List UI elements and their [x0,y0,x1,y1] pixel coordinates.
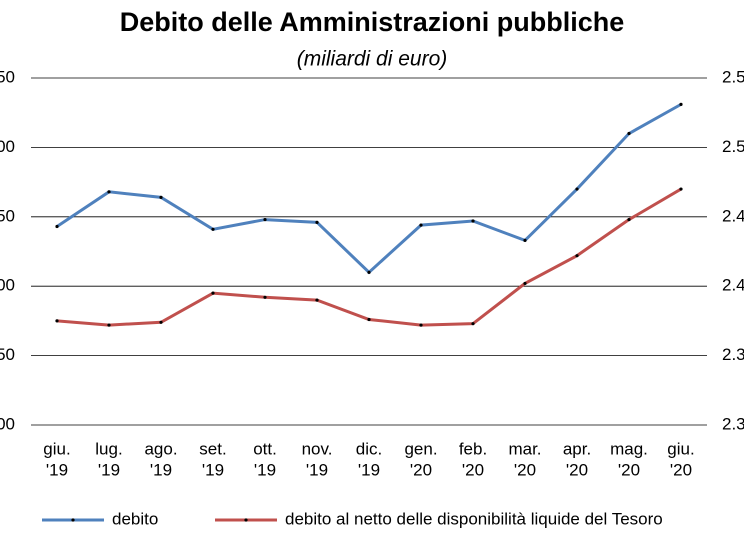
data-point [263,295,267,299]
x-tick-label: ott. [253,439,277,458]
x-tick-label: feb. [459,439,487,458]
y2-tick-label: 2.350 [722,345,744,364]
data-point [107,323,111,327]
x-tick-label: '20 [462,460,484,479]
x-tick-label: '20 [514,460,536,479]
data-point [159,195,163,199]
data-point [627,217,631,222]
data-point [315,298,319,302]
x-tick-label: '19 [358,460,380,479]
legend-label: debito [112,509,158,528]
x-tick-label: ago. [144,439,177,458]
x-tick-label: '19 [98,460,120,479]
data-point [107,190,111,194]
x-tick-label: set. [199,439,226,458]
data-point [55,319,59,323]
data-point [575,254,579,258]
x-tick-label: '20 [670,460,692,479]
data-point [55,224,59,229]
x-tick-label: '19 [150,460,172,479]
x-tick-label: '19 [306,460,328,479]
legend-label: debito al netto delle disponibilità liqu… [285,509,663,528]
data-point [367,270,371,274]
data-point [315,220,319,224]
data-point [211,291,215,295]
data-point [679,187,683,191]
y2-tick-label: 2.550 [722,67,744,86]
x-tick-label: '20 [410,460,432,479]
y-tick-label: 2.550 [0,67,15,86]
x-tick-label: dic. [356,439,382,458]
y2-tick-label: 2.300 [722,414,744,433]
y2-tick-label: 2.500 [722,137,744,156]
x-tick-label: mar. [508,439,541,458]
data-point [263,217,267,222]
x-tick-label: '20 [618,460,640,479]
x-tick-label: '19 [254,460,276,479]
legend-marker [71,518,75,522]
x-tick-label: giu. [667,439,694,458]
y2-tick-label: 2.450 [722,206,744,225]
y2-tick-label: 2.400 [722,276,744,295]
x-tick-label: lug. [95,439,122,458]
data-point [419,223,423,227]
chart-title: Debito delle Amministrazioni pubbliche [120,7,625,37]
data-point [159,320,163,324]
chart-subtitle: (miliardi di euro) [297,48,448,71]
x-tick-label: mag. [610,439,648,458]
x-tick-label: '20 [566,460,588,479]
legend-marker [244,518,248,522]
y-tick-label: 2.400 [0,276,15,295]
data-line [56,187,682,327]
x-tick-label: '19 [46,460,68,479]
x-tick-label: gen. [404,439,437,458]
data-point [211,227,215,231]
x-tick-label: '19 [202,460,224,479]
x-tick-label: giu. [43,439,70,458]
data-point [523,281,527,286]
data-point [471,219,475,223]
y-tick-label: 2.450 [0,206,15,225]
x-tick-label: nov. [302,439,333,458]
data-point [627,131,631,136]
data-point [419,323,423,327]
data-point [471,322,475,326]
y-tick-label: 2.300 [0,414,15,433]
x-tick-label: apr. [563,439,591,458]
data-point [523,238,527,242]
data-point [679,102,683,106]
y-tick-label: 2.500 [0,137,15,156]
data-point [367,317,371,322]
y-tick-label: 2.350 [0,345,15,364]
data-point [575,187,579,191]
